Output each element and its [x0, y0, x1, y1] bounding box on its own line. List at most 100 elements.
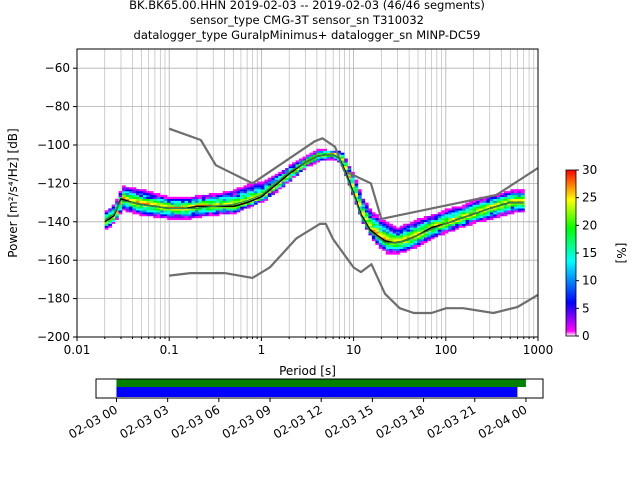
psd-density-cell — [146, 191, 151, 194]
psd-density-cell — [378, 244, 383, 247]
psd-density-cell — [264, 196, 269, 199]
psd-density-cell — [174, 214, 178, 217]
nhnm-curve — [168, 127, 539, 220]
psd-density-cell — [448, 210, 452, 213]
psd-density-cell — [392, 237, 397, 240]
psd-density-cell — [125, 191, 130, 194]
psd-density-cell — [104, 221, 109, 224]
psd-density-cell — [458, 206, 463, 209]
psd-density-cell — [191, 196, 196, 199]
psd-density-cell — [403, 231, 407, 234]
psd-density-cell — [212, 206, 216, 209]
psd-density-cell — [226, 196, 230, 199]
psd-density-cell — [451, 221, 456, 224]
psd-density-cell — [416, 242, 421, 246]
psd-density-cell — [385, 250, 390, 253]
psd-density-cell — [482, 206, 487, 209]
psd-density-cell — [285, 168, 289, 171]
psd-density-cell — [253, 193, 258, 196]
psd-density-cell — [142, 214, 147, 217]
psd-density-cell — [382, 223, 386, 226]
psd-density-cell — [399, 244, 404, 247]
psd-density-cell — [198, 216, 203, 219]
psd-density-cell — [267, 191, 272, 194]
psd-density-cell — [253, 187, 258, 190]
psd-density-cell — [236, 187, 241, 190]
psd-density-cell — [410, 233, 414, 236]
psd-density-cell — [250, 185, 255, 188]
psd-density-cell — [437, 231, 442, 234]
psd-density-cell — [309, 162, 314, 165]
psd-density-cell — [427, 239, 432, 242]
psd-density-cell — [392, 248, 397, 251]
psd-density-cell — [246, 202, 251, 205]
psd-density-cell — [406, 233, 411, 236]
psd-density-cell — [462, 204, 466, 207]
psd-density-cell — [194, 196, 199, 199]
psd-density-cell — [260, 183, 265, 186]
psd-density-cell — [146, 198, 151, 201]
psd-density-cell — [448, 214, 452, 217]
psd-density-cell — [423, 237, 428, 240]
psd-density-cell — [135, 208, 140, 211]
colorbar-tick-label: 25 — [582, 191, 597, 205]
psd-density-cell — [281, 179, 286, 182]
psd-density-cell — [385, 233, 390, 236]
psd-density-cell — [212, 202, 216, 205]
psd-density-cell — [174, 216, 178, 219]
psd-density-cell — [420, 235, 425, 238]
psd-density-cell — [132, 193, 137, 196]
psd-density-cell — [406, 242, 411, 246]
psd-density-cell — [430, 214, 435, 217]
psd-density-cell — [253, 200, 258, 203]
psd-density-cell — [194, 200, 199, 203]
psd-density-cell — [153, 212, 157, 215]
psd-density-cell — [132, 189, 137, 192]
x-tick-label: 0.1 — [160, 343, 179, 357]
psd-density-cell — [104, 210, 109, 213]
psd-density-cell — [493, 216, 497, 219]
psd-density-cell — [358, 193, 362, 196]
psd-density-cell — [129, 208, 133, 211]
psd-density-cell — [510, 212, 515, 215]
psd-density-cell — [503, 196, 508, 199]
x-tick-label: 1000 — [523, 343, 554, 357]
psd-density-cell — [181, 217, 185, 221]
psd-density-cell — [493, 204, 497, 207]
psd-density-cell — [240, 208, 244, 211]
psd-density-cell — [406, 231, 411, 234]
psd-density-cell — [423, 219, 428, 222]
psd-density-cell — [167, 208, 171, 211]
psd-density-cell — [312, 160, 317, 163]
psd-density-cell — [486, 202, 491, 205]
psd-density-cell — [427, 216, 432, 219]
psd-density-cell — [489, 214, 494, 217]
psd-density-cell — [406, 239, 411, 242]
psd-density-cell — [403, 244, 407, 247]
psd-density-cell — [378, 231, 383, 234]
psd-density-cell — [219, 212, 223, 215]
psd-density-cell — [410, 221, 414, 224]
psd-density-cell — [226, 200, 230, 203]
psd-density-cell — [299, 158, 303, 161]
psd-density-cell — [236, 193, 241, 196]
psd-density-cell — [167, 217, 171, 221]
psd-density-cell — [253, 194, 258, 198]
psd-density-cell — [347, 168, 352, 171]
psd-density-cell — [385, 231, 390, 234]
psd-density-cell — [201, 194, 206, 198]
psd-density-cell — [479, 206, 484, 209]
psd-density-cell — [458, 210, 463, 213]
psd-density-cell — [233, 198, 237, 201]
psd-density-cell — [309, 164, 314, 167]
psd-density-cell — [188, 210, 192, 213]
psd-density-cell — [479, 198, 484, 201]
psd-density-cell — [132, 191, 137, 194]
psd-density-cell — [257, 189, 262, 192]
psd-density-cell — [389, 239, 393, 242]
psd-density-cell — [514, 194, 518, 198]
psd-density-cell — [462, 221, 466, 224]
psd-density-cell — [208, 200, 213, 203]
psd-density-cell — [219, 206, 223, 209]
psd-density-cell — [198, 196, 203, 199]
